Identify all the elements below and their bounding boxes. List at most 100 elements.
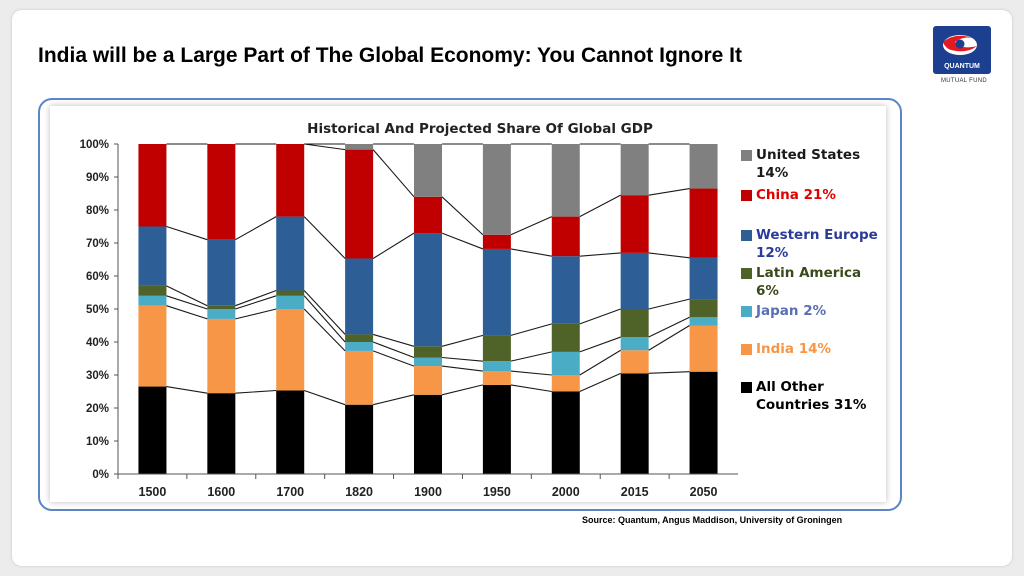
y-tick-label: 80% (86, 205, 109, 217)
bar-segment (207, 239, 236, 306)
x-tick-label: 1820 (345, 485, 373, 499)
legend-label: United States (756, 147, 861, 163)
x-tick-label: 2000 (552, 485, 580, 499)
bar-segment (138, 144, 167, 227)
connector-line (166, 225, 208, 241)
y-tick-label: 30% (86, 370, 109, 382)
bar-segment (482, 335, 511, 362)
x-tick-label: 1600 (207, 485, 235, 499)
y-tick-label: 100% (80, 139, 109, 151)
bar-segment (138, 226, 167, 286)
connector-line (648, 325, 690, 351)
connector-line (303, 290, 346, 335)
legend-swatch (741, 190, 752, 201)
connector-line (372, 341, 415, 359)
x-tick-label: 2015 (621, 485, 649, 499)
bar-segment (276, 144, 305, 217)
connector-line (235, 290, 277, 307)
legend-swatch (741, 344, 752, 355)
connector-line (648, 371, 690, 374)
connector-line (579, 372, 621, 393)
legend-label: Japan 2% (756, 303, 827, 319)
source-note: Source: Quantum, Angus Maddison, Univers… (582, 515, 843, 525)
bar-segment (414, 346, 442, 358)
bar-segment (207, 318, 236, 394)
y-axis: 0% 10% 20% 30% 40% 50% 60% 70% 80% 90% 100% (80, 139, 119, 481)
legend-sublabel: Countries 31% (756, 397, 867, 413)
legend-label: Western Europe (756, 227, 878, 243)
bar-segment (620, 337, 649, 351)
series-india (138, 305, 718, 405)
y-tick-label: 70% (86, 238, 109, 250)
connector-line (235, 216, 277, 241)
connector-line (166, 305, 208, 320)
x-tick-label: 1700 (276, 485, 304, 499)
bar-segment (138, 285, 167, 296)
connector-line (510, 323, 552, 336)
bar-segment (276, 390, 305, 474)
bar-segment (207, 309, 236, 319)
series-latin-america (138, 285, 718, 362)
connector-line (303, 216, 346, 259)
bar-segment (138, 305, 167, 387)
legend-swatch (741, 306, 752, 317)
bar-segment (482, 248, 511, 336)
connector-line (648, 316, 690, 338)
bar-segment (620, 144, 649, 196)
bar-segment (345, 144, 374, 150)
bar-segment (620, 309, 649, 338)
chart-panel (50, 106, 886, 502)
bar-segment (414, 366, 442, 395)
connector-line (510, 370, 552, 376)
bar-segment (551, 216, 580, 257)
connector-lines (166, 143, 690, 406)
x-tick-label: 1950 (483, 485, 511, 499)
connector-line (235, 389, 277, 394)
chart-title: Historical And Projected Share Of Global… (307, 121, 653, 137)
connector-line (372, 333, 415, 347)
connector-line (579, 349, 621, 376)
connector-line (510, 351, 552, 362)
bar-segment (276, 290, 305, 296)
bar-segment (207, 305, 236, 309)
bar-segment (551, 391, 580, 474)
connector-line (372, 149, 415, 198)
y-tick-label: 90% (86, 172, 109, 184)
logo-name: QUANTUM (944, 63, 980, 70)
series-china (138, 144, 718, 259)
bar-segment (414, 394, 442, 474)
bar-segment (551, 375, 580, 392)
bar-segment (551, 351, 580, 375)
connector-line (579, 194, 621, 218)
legend-swatch (741, 230, 752, 241)
connector-line (166, 285, 208, 307)
bar-segment (207, 144, 236, 240)
legend-sublabel: 12% (756, 245, 789, 261)
bar-segment (482, 361, 511, 372)
legend-sublabel: 14% (756, 165, 789, 181)
connector-line (166, 295, 208, 310)
bar-segment (620, 195, 649, 253)
bar-segment (276, 309, 305, 391)
bar-segment (620, 350, 649, 374)
logo-subtitle: MUTUAL FUND (940, 78, 988, 84)
series-all-other-countries (138, 371, 718, 474)
bar-segment (345, 258, 374, 335)
bar-segment (689, 257, 718, 300)
connector-line (579, 336, 621, 353)
connector-line (372, 350, 415, 367)
connector-line (441, 384, 484, 396)
bar-segment (414, 233, 442, 347)
connector-line (372, 394, 415, 406)
bar-segment (620, 373, 649, 474)
bar-segment (620, 252, 649, 309)
bar-segment (689, 371, 718, 474)
connector-line (235, 308, 277, 320)
bar-segment (689, 188, 718, 258)
series-united-states (345, 144, 718, 235)
connector-line (441, 356, 483, 362)
x-tick-label: 2050 (690, 485, 718, 499)
connector-line (441, 196, 484, 236)
connector-line (648, 298, 690, 310)
y-tick-label: 0% (92, 469, 109, 481)
